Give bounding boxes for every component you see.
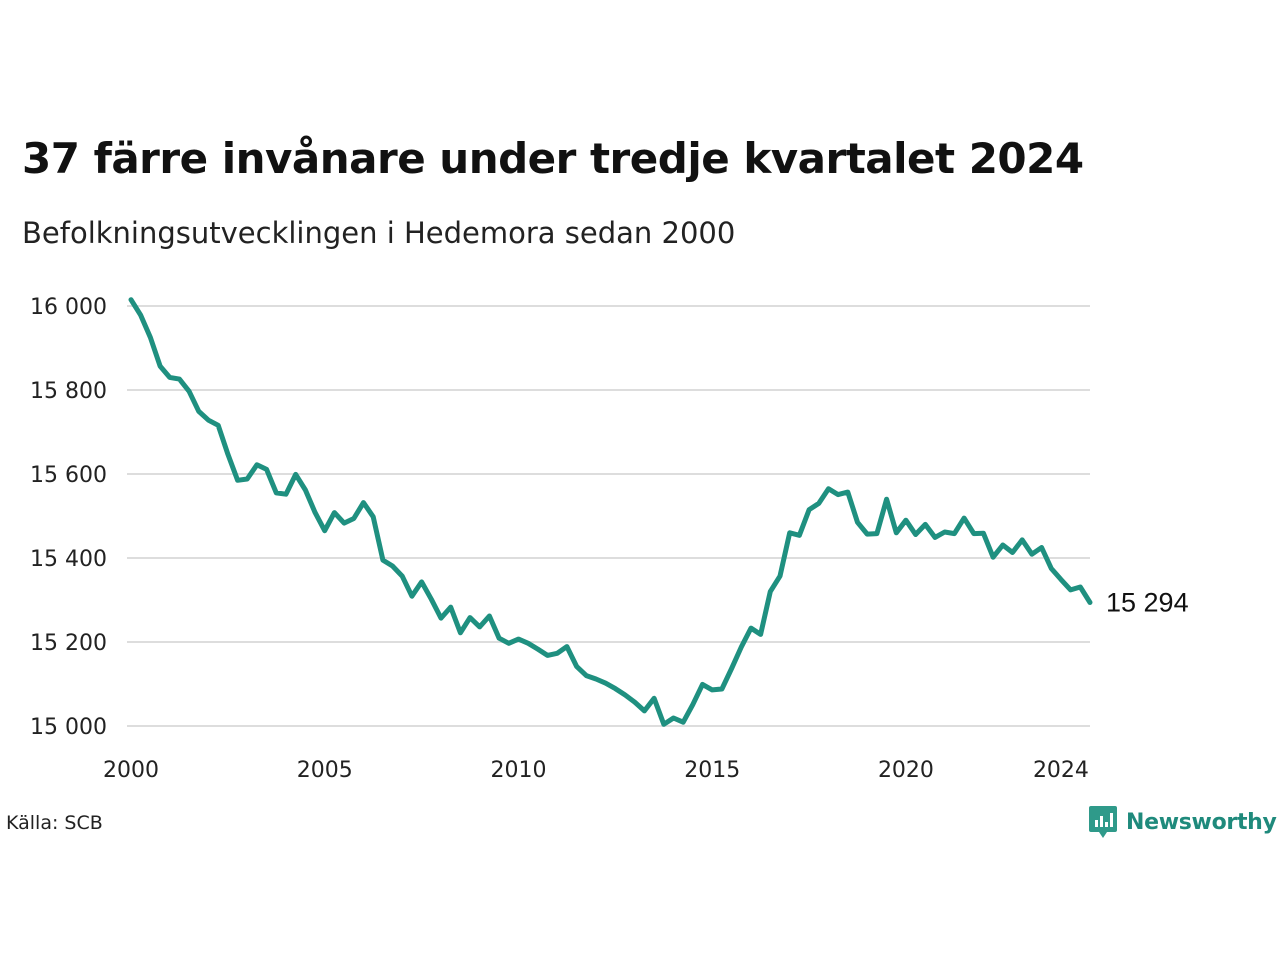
y-tick-label: 15 800 xyxy=(30,379,107,404)
y-axis-ticks: 16 000 15 800 15 600 15 400 15 200 15 000 xyxy=(30,295,107,740)
y-tick-label: 15 600 xyxy=(30,463,107,488)
series-layer xyxy=(128,297,1093,727)
end-value-label: 15 294 xyxy=(1106,588,1189,618)
source-note: Källa: SCB xyxy=(6,812,103,834)
y-tick-label: 15 000 xyxy=(30,715,107,740)
newsworthy-logo-icon xyxy=(1089,806,1117,838)
x-tick-label: 2024 xyxy=(1033,758,1089,783)
y-tick-label: 16 000 xyxy=(30,295,107,320)
brand-name: Newsworthy xyxy=(1126,809,1277,835)
x-tick-label: 2020 xyxy=(878,758,934,783)
x-tick-label: 2010 xyxy=(490,758,546,783)
grid-lines xyxy=(127,305,1090,727)
y-tick-label: 15 200 xyxy=(30,631,107,656)
x-tick-label: 2005 xyxy=(297,758,353,783)
end-label-layer: 15 294 xyxy=(1106,588,1189,618)
x-axis-ticks: 2000 2005 2010 2015 2020 2024 xyxy=(103,758,1089,783)
chart-subtitle: Befolkningsutvecklingen i Hedemora sedan… xyxy=(22,216,736,250)
brand-logo: Newsworthy xyxy=(1088,804,1277,840)
x-tick-label: 2000 xyxy=(103,758,159,783)
series-line-population xyxy=(128,297,1093,727)
y-tick-label: 15 400 xyxy=(30,547,107,572)
x-tick-label: 2015 xyxy=(684,758,740,783)
chart-title: 37 färre invånare under tredje kvartalet… xyxy=(22,134,1084,183)
